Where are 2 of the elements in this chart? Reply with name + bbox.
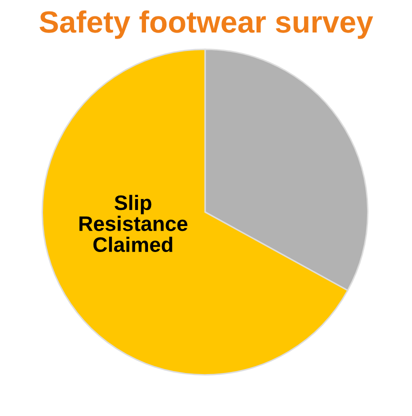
chart-title: Safety footwear survey (40, 10, 374, 39)
slice-label: Slip Resistance Claimed (79, 194, 188, 252)
